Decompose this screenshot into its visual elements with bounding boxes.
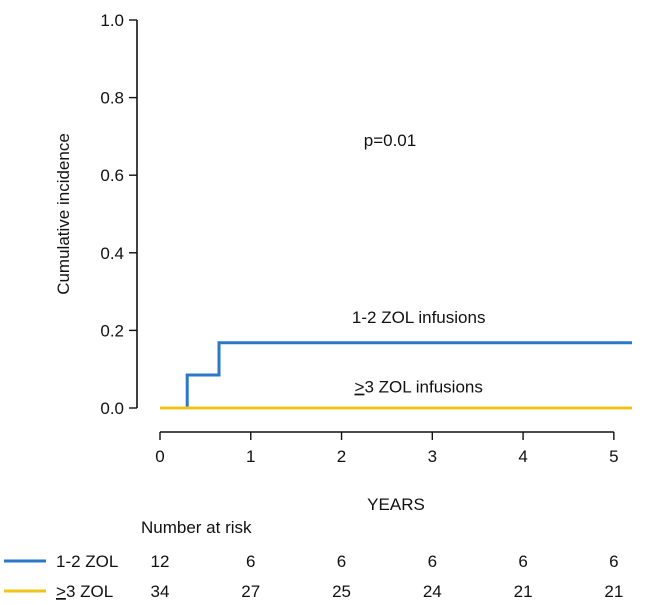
y-tick-label: 0.6 bbox=[100, 166, 124, 185]
risk-table-title: Number at risk bbox=[141, 518, 252, 537]
series-line-1 bbox=[185, 341, 632, 408]
x-tick-label: 0 bbox=[155, 447, 164, 466]
risk-value: 12 bbox=[151, 552, 170, 571]
y-axis-title: Cumulative incidence bbox=[54, 133, 73, 295]
risk-value: 27 bbox=[241, 582, 260, 601]
y-tick-label: 0.0 bbox=[100, 399, 124, 418]
y-tick-label: 0.4 bbox=[100, 244, 124, 263]
risk-value: 25 bbox=[332, 582, 351, 601]
risk-value: 34 bbox=[151, 582, 170, 601]
axes: 0.0 0.2 0.4 0.6 0.8 1.0 Cumulative incidence 0 1… bbox=[54, 11, 619, 514]
x-tick-label: 5 bbox=[609, 447, 618, 466]
risk-value: 6 bbox=[518, 552, 527, 571]
risk-row-label: 1-2 ZOL bbox=[56, 552, 118, 571]
risk-table: Number at risk 1-2 ZOL 12 6 6 6 6 6 >3 ZOL 34 27 25… bbox=[4, 518, 623, 601]
y-tick-label: 0.8 bbox=[100, 89, 124, 108]
x-tick-label: 1 bbox=[246, 447, 255, 466]
series-label-2: >3 ZOL infusions bbox=[355, 378, 483, 397]
risk-value: 6 bbox=[337, 552, 346, 571]
p-value-annotation: p=0.01 bbox=[364, 131, 416, 150]
labels: 1-2 ZOL infusions >3 ZOL infusions p=0.01 bbox=[352, 131, 486, 397]
y-tick-label: 0.2 bbox=[100, 321, 124, 340]
plot-area bbox=[160, 341, 632, 410]
risk-value: 21 bbox=[514, 582, 533, 601]
y-tick-label: 1.0 bbox=[100, 11, 124, 30]
x-tick-label: 3 bbox=[428, 447, 437, 466]
risk-row-label: >3 ZOL bbox=[56, 582, 113, 601]
risk-value: 21 bbox=[604, 582, 623, 601]
x-axis-title: YEARS bbox=[367, 495, 425, 514]
risk-value: 6 bbox=[246, 552, 255, 571]
risk-value: 6 bbox=[609, 552, 618, 571]
risk-value: 6 bbox=[428, 552, 437, 571]
series-label-1: 1-2 ZOL infusions bbox=[352, 308, 486, 327]
x-tick-label: 4 bbox=[518, 447, 527, 466]
risk-value: 24 bbox=[423, 582, 442, 601]
x-tick-label: 2 bbox=[337, 447, 346, 466]
